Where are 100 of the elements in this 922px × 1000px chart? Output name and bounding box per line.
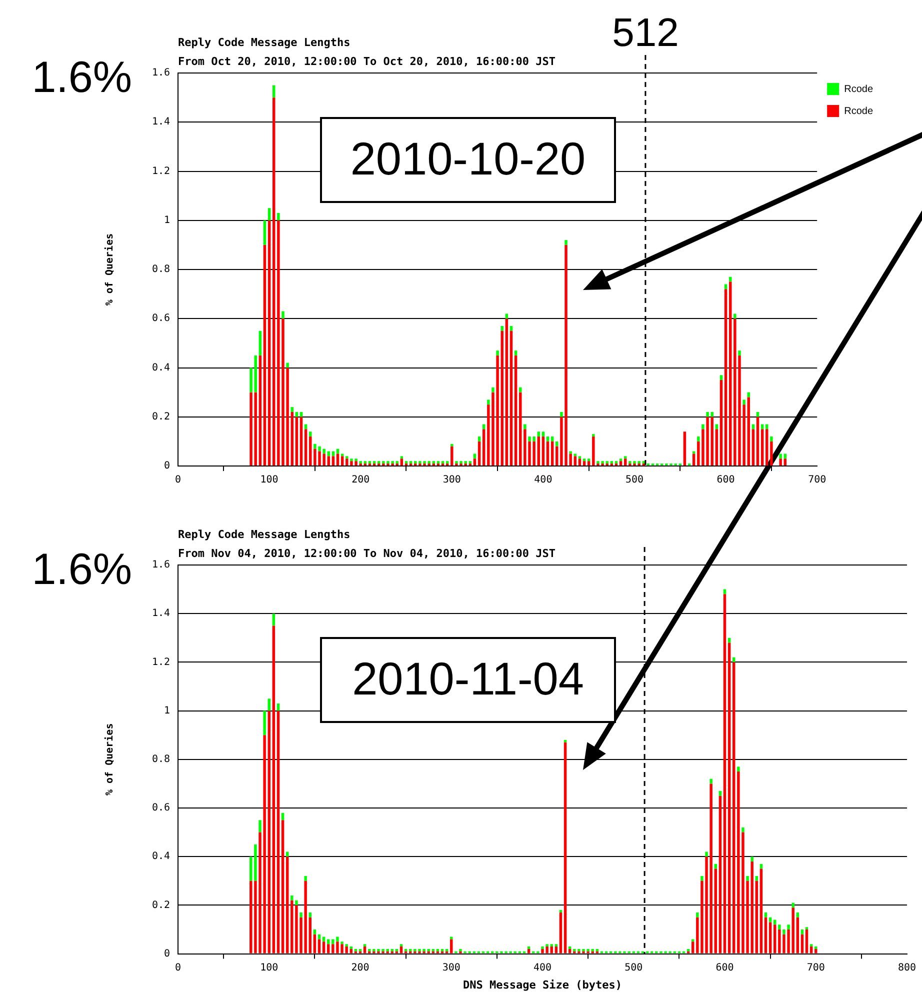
bar: [277, 213, 280, 220]
bar: [814, 948, 818, 954]
bar: [322, 942, 326, 954]
bar: [714, 868, 718, 954]
bar: [272, 614, 276, 626]
bar: [578, 458, 582, 466]
x-tick-label: 300: [442, 474, 461, 486]
bar: [372, 461, 376, 464]
bar: [436, 948, 440, 952]
x-tick-label: 100: [260, 962, 278, 974]
bar: [354, 948, 358, 952]
bar: [683, 432, 686, 466]
bar: [760, 864, 763, 869]
bar: [350, 948, 353, 954]
y-axis-title: % of Queries: [104, 233, 116, 306]
bar: [542, 436, 545, 466]
x-tick-label: 100: [260, 474, 278, 486]
bar: [345, 944, 348, 947]
bar: [755, 880, 758, 954]
y-tick-label: 0.2: [152, 900, 170, 911]
y-tick-label: 0.6: [152, 313, 170, 324]
bar: [332, 456, 335, 466]
bar: [587, 458, 590, 462]
bar: [702, 424, 704, 430]
bar: [728, 282, 732, 466]
bar: [404, 948, 408, 952]
bar: [478, 441, 481, 466]
bar: [792, 902, 794, 908]
bar: [300, 416, 303, 466]
bar: [492, 387, 494, 392]
bar: [779, 454, 782, 459]
bar: [624, 458, 627, 466]
bar: [752, 429, 755, 466]
bar: [363, 946, 366, 954]
bar: [290, 895, 294, 900]
bar: [724, 289, 728, 466]
y-tick-label: 1.2: [152, 656, 170, 668]
bar: [390, 948, 394, 952]
bar: [810, 946, 813, 954]
bar: [290, 407, 294, 412]
legend-label: Rcode: [844, 106, 874, 117]
y-tick-label: 1.4: [152, 608, 170, 620]
y-tick-label: 0.8: [152, 264, 170, 276]
bar: [624, 456, 627, 459]
bar: [450, 939, 453, 954]
y-tick-label: 0: [164, 948, 170, 960]
x-tick-label: 0: [174, 962, 182, 974]
bar: [263, 244, 266, 466]
y-tick-label: 0.6: [152, 802, 170, 814]
bar: [340, 454, 344, 456]
bar: [738, 350, 741, 356]
legend-label: Rcode: [844, 84, 874, 95]
bar: [263, 710, 266, 736]
bar: [556, 441, 558, 446]
bar: [500, 326, 504, 331]
bar: [326, 939, 330, 944]
bar: [770, 436, 773, 442]
bar: [409, 461, 412, 464]
x-tick-label: 200: [351, 962, 370, 974]
bar: [327, 456, 330, 466]
chart-title: Reply Code Message Lengths: [178, 528, 350, 541]
bar: [268, 220, 271, 466]
bar: [363, 944, 366, 947]
bar: [268, 710, 270, 954]
bar: [400, 946, 403, 954]
bar: [578, 456, 582, 459]
x-tick-label: 400: [534, 474, 552, 486]
x-tick-label: 400: [533, 962, 552, 974]
bar: [710, 778, 712, 784]
bar: [732, 662, 736, 954]
annotation: 2010-11-04: [352, 652, 584, 705]
bar: [300, 412, 303, 417]
bar: [263, 220, 266, 245]
bar: [724, 284, 728, 290]
bar: [614, 461, 618, 464]
bar: [510, 330, 513, 466]
bar: [272, 98, 276, 466]
bar: [596, 948, 599, 952]
y-tick-label: 0.2: [152, 411, 170, 422]
x-tick-label: 500: [625, 474, 644, 486]
bar: [290, 412, 294, 466]
y-tick-label: 0: [164, 460, 170, 472]
bar: [537, 436, 540, 466]
bar: [304, 424, 308, 430]
bar: [582, 461, 586, 466]
bar: [482, 424, 486, 430]
bar: [340, 456, 344, 466]
bar: [368, 948, 371, 952]
bar: [591, 948, 594, 952]
bar: [514, 350, 518, 356]
bar: [782, 930, 786, 934]
bar: [805, 930, 808, 954]
bar: [276, 704, 280, 711]
y-tick-label: 0.8: [152, 754, 170, 765]
bar: [440, 948, 444, 952]
text: 1.6%: [32, 545, 132, 594]
y-axis-title: % of Queries: [104, 723, 116, 796]
bar: [760, 424, 764, 430]
bar: [715, 424, 718, 430]
bar: [282, 311, 284, 319]
